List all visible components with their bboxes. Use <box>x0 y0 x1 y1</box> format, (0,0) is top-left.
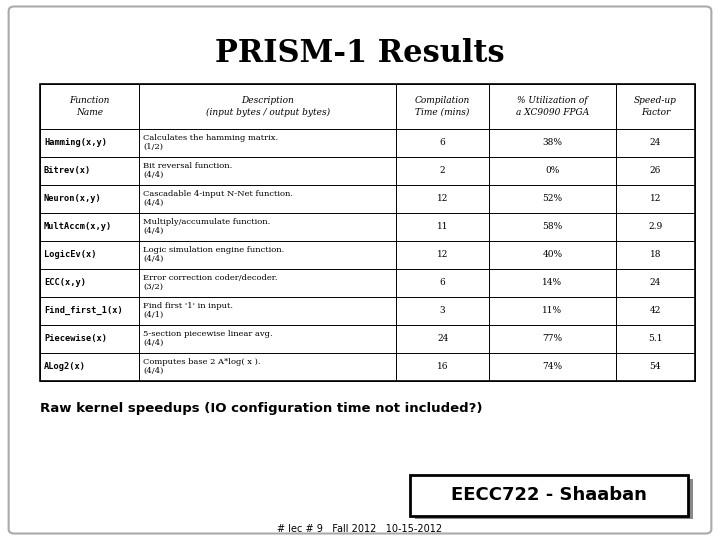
Text: 11: 11 <box>437 222 449 231</box>
Text: Function
Name: Function Name <box>69 96 109 117</box>
Text: 24: 24 <box>437 334 449 343</box>
Text: 52%: 52% <box>542 194 562 203</box>
Text: Calculates the hamming matrix.
(1/2): Calculates the hamming matrix. (1/2) <box>143 134 279 151</box>
Text: Cascadable 4-input N-Net function.
(4/4): Cascadable 4-input N-Net function. (4/4) <box>143 190 294 207</box>
Text: Multiply/accumulate function.
(4/4): Multiply/accumulate function. (4/4) <box>143 218 271 235</box>
Text: Raw kernel speedups (IO configuration time not included?): Raw kernel speedups (IO configuration ti… <box>40 402 482 415</box>
Text: 24: 24 <box>649 138 661 147</box>
Text: 58%: 58% <box>542 222 562 231</box>
Text: 38%: 38% <box>542 138 562 147</box>
Text: 14%: 14% <box>542 278 562 287</box>
Text: MultAccm(x,y): MultAccm(x,y) <box>44 222 112 231</box>
Text: % Utilization of
a XC9090 FPGA: % Utilization of a XC9090 FPGA <box>516 96 589 117</box>
Text: Find_first_1(x): Find_first_1(x) <box>44 306 122 315</box>
Text: Computes base 2 A*log( x ).
(4/4): Computes base 2 A*log( x ). (4/4) <box>143 358 261 375</box>
Text: 77%: 77% <box>542 334 562 343</box>
Text: 54: 54 <box>649 362 661 371</box>
Text: Hamming(x,y): Hamming(x,y) <box>44 138 107 147</box>
Text: 6: 6 <box>440 138 446 147</box>
Text: 3: 3 <box>440 306 446 315</box>
Text: 16: 16 <box>437 362 449 371</box>
Text: EECC722 - Shaaban: EECC722 - Shaaban <box>451 487 647 504</box>
Text: 2: 2 <box>440 166 446 175</box>
Text: 24: 24 <box>649 278 661 287</box>
Text: 74%: 74% <box>542 362 562 371</box>
Text: 2.9: 2.9 <box>648 222 662 231</box>
Text: ALog2(x): ALog2(x) <box>44 362 86 371</box>
Text: Logic simulation engine function.
(4/4): Logic simulation engine function. (4/4) <box>143 246 284 263</box>
Text: 26: 26 <box>649 166 661 175</box>
Text: Neuron(x,y): Neuron(x,y) <box>44 194 102 203</box>
Text: 12: 12 <box>437 194 449 203</box>
Text: Piecewise(x): Piecewise(x) <box>44 334 107 343</box>
Text: 42: 42 <box>649 306 661 315</box>
Text: ECC(x,y): ECC(x,y) <box>44 278 86 287</box>
Text: Bit reversal function.
(4/4): Bit reversal function. (4/4) <box>143 162 233 179</box>
Text: Speed-up
Factor: Speed-up Factor <box>634 96 677 117</box>
Text: PRISM-1 Results: PRISM-1 Results <box>215 38 505 69</box>
Text: 12: 12 <box>649 194 661 203</box>
Text: Error correction coder/decoder.
(3/2): Error correction coder/decoder. (3/2) <box>143 274 278 291</box>
Text: 12: 12 <box>437 250 449 259</box>
Text: Description
(input bytes / output bytes): Description (input bytes / output bytes) <box>206 96 330 117</box>
Text: Bitrev(x): Bitrev(x) <box>44 166 91 175</box>
Text: 40%: 40% <box>542 250 562 259</box>
Text: 0%: 0% <box>545 166 559 175</box>
Text: 6: 6 <box>440 278 446 287</box>
Text: 11%: 11% <box>542 306 562 315</box>
Text: Find first '1' in input.
(4/1): Find first '1' in input. (4/1) <box>143 302 233 319</box>
Text: LogicEv(x): LogicEv(x) <box>44 250 96 259</box>
Text: Compilation
Time (mins): Compilation Time (mins) <box>415 96 470 117</box>
Text: # lec # 9   Fall 2012   10-15-2012: # lec # 9 Fall 2012 10-15-2012 <box>277 523 443 534</box>
Text: 5.1: 5.1 <box>648 334 662 343</box>
Text: 5-section piecewise linear avg.
(4/4): 5-section piecewise linear avg. (4/4) <box>143 330 273 347</box>
Text: 18: 18 <box>649 250 661 259</box>
